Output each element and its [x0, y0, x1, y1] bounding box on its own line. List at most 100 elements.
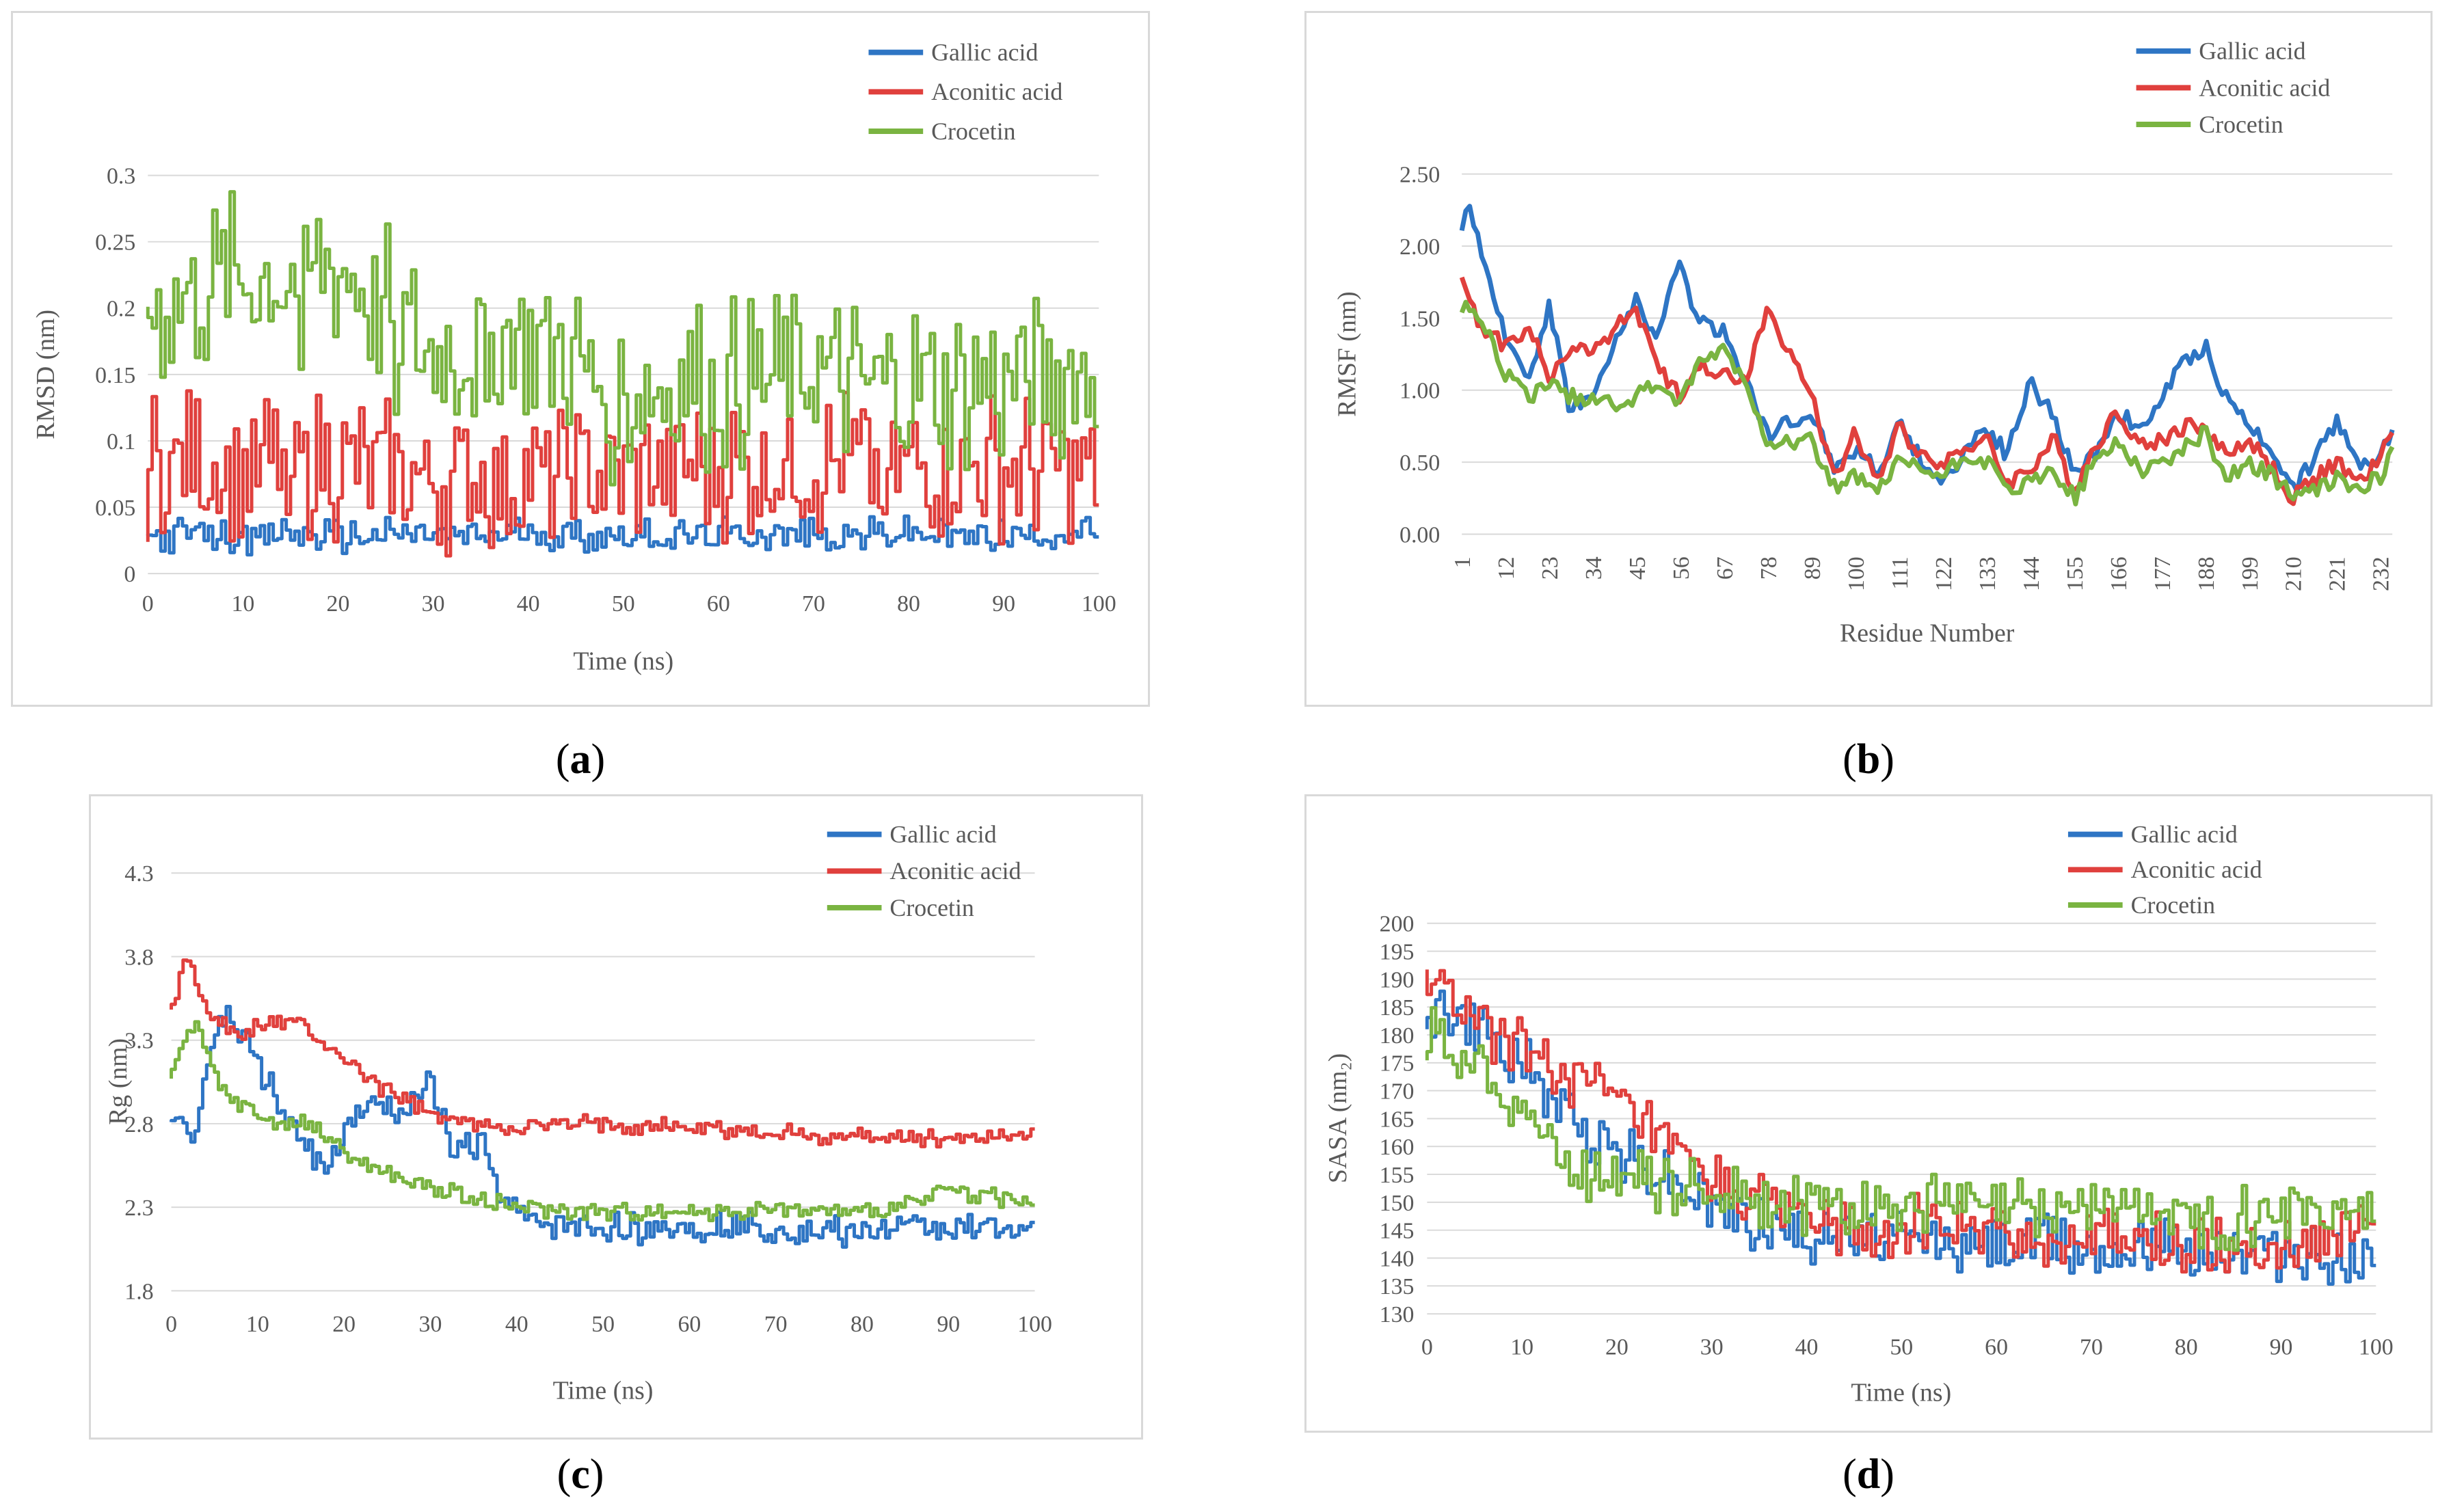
sasa-chart-panel: 130 135 140 145 150 155 160 165 170 175 180 185 190 1…	[1304, 794, 2433, 1433]
x-tick-label: 100	[1844, 556, 1869, 591]
y-tick-label: 140	[1380, 1246, 1415, 1271]
caption-letter: a	[570, 736, 591, 783]
x-tick-label: 177	[2150, 556, 2175, 591]
sasa-chart: 1301351401451501551601651701751801851901…	[1324, 821, 2394, 1407]
y-tick-label: 0.05	[95, 496, 135, 521]
legend-label: Gallic acid	[2199, 38, 2305, 65]
caption-letter: c	[571, 1451, 590, 1498]
y-tick-label: 2.00	[1399, 234, 1440, 260]
rmsd-chart: 0 0.05 0.1 0.15 0.2 0.25 0.3 0 10 20 30 40 50 60 70 80 9…	[31, 39, 1116, 676]
y-tick-label: 2.50	[1399, 163, 1440, 188]
x-tick-label: 78	[1756, 556, 1782, 580]
legend-label: Crocetin	[2131, 891, 2216, 919]
y-tick-label: 2.3	[124, 1196, 153, 1221]
y-tick-label: 150	[1380, 1191, 1415, 1216]
y-tick-label: 1.50	[1399, 306, 1440, 332]
x-tick-label: 0	[142, 591, 154, 617]
y-tick-label: 130	[1380, 1302, 1415, 1327]
y-tick-label: 170	[1380, 1079, 1415, 1105]
y-tick-label: 160	[1380, 1135, 1415, 1160]
x-tick-label: 70	[2080, 1335, 2103, 1360]
x-tick-label: 10	[246, 1312, 269, 1337]
x-tick-label: 23	[1538, 556, 1563, 580]
x-tick-label: 40	[517, 591, 540, 617]
rmsf-chart-panel: 0.00 0.50 1.00 1.50 2.00 2.50 1 12 23 34 45 56 67 78 8…	[1304, 11, 2433, 707]
series-line-aconitic-acid	[1459, 276, 2395, 507]
y-axis-label: SASA (nm₂)	[1324, 1053, 1352, 1183]
rg-chart-panel: 1.8 2.3 2.8 3.3 3.8 4.3 0 10 20 30 40 50 60 70 80 90 100…	[89, 794, 1143, 1440]
x-tick-label: 80	[850, 1312, 874, 1337]
x-tick-label: 133	[1975, 556, 2000, 591]
y-tick-label: 175	[1380, 1051, 1415, 1077]
x-tick-label: 10	[231, 591, 254, 617]
x-tick-label: 1	[1450, 556, 1475, 568]
y-tick-label: 135	[1380, 1274, 1415, 1299]
y-tick-label: 200	[1380, 912, 1415, 937]
y-tick-label: 1.8	[124, 1279, 153, 1304]
x-tick-label: 210	[2281, 556, 2307, 591]
y-tick-label: 165	[1380, 1107, 1415, 1132]
x-tick-label: 30	[419, 1312, 442, 1337]
series-line-gallic-acid	[1459, 204, 2395, 494]
x-tick-label: 90	[2270, 1335, 2293, 1360]
x-axis-label: Time (ns)	[553, 1376, 654, 1405]
x-tick-label: 221	[2325, 556, 2350, 591]
y-tick-label: 4.3	[124, 861, 153, 887]
x-tick-label: 100	[1017, 1312, 1052, 1337]
legend-label: Gallic acid	[889, 821, 996, 848]
x-tick-label: 10	[1510, 1335, 1533, 1360]
series-line-crocetin	[170, 1020, 1035, 1223]
y-tick-label: 3.3	[124, 1029, 153, 1054]
legend-label: Gallic acid	[931, 39, 1038, 66]
legend-label: Aconitic acid	[889, 857, 1021, 885]
y-tick-label: 195	[1380, 940, 1415, 965]
x-tick-label: 40	[1795, 1335, 1819, 1360]
x-tick-label: 166	[2106, 556, 2132, 591]
y-tick-label: 3.8	[124, 945, 153, 970]
y-tick-label: 180	[1380, 1023, 1415, 1049]
x-tick-label: 199	[2238, 556, 2263, 591]
x-tick-label: 111	[1888, 556, 1913, 589]
series-line-crocetin	[1459, 299, 2395, 507]
x-tick-label: 30	[1700, 1335, 1724, 1360]
y-tick-label: 0.50	[1399, 450, 1440, 476]
x-tick-label: 155	[2063, 556, 2088, 591]
legend-label: Crocetin	[931, 118, 1016, 145]
caption-c: (c)	[557, 1451, 604, 1498]
x-tick-label: 50	[612, 591, 635, 617]
x-tick-label: 60	[707, 591, 730, 617]
caption-a: (a)	[555, 736, 606, 783]
y-tick-label: 190	[1380, 967, 1415, 993]
series-line-aconitic-acid	[170, 958, 1035, 1149]
x-tick-label: 100	[1082, 591, 1116, 617]
series-line-crocetin	[1425, 1005, 2376, 1252]
legend-label: Crocetin	[2199, 111, 2283, 138]
x-tick-label: 60	[678, 1312, 701, 1337]
x-tick-label: 90	[992, 591, 1015, 617]
x-tick-label: 90	[937, 1312, 960, 1337]
x-tick-label: 30	[422, 591, 445, 617]
x-tick-label: 60	[1985, 1335, 2008, 1360]
x-tick-label: 0	[165, 1312, 177, 1337]
y-tick-label: 2.8	[124, 1112, 153, 1137]
x-tick-label: 232	[2369, 556, 2394, 591]
x-tick-label: 56	[1669, 556, 1694, 580]
legend-label: Aconitic acid	[2131, 856, 2262, 883]
y-tick-label: 155	[1380, 1163, 1415, 1188]
rmsf-chart: 0.00 0.50 1.00 1.50 2.00 2.50 1 12 23 34 45 56 67 78 8…	[1333, 38, 2395, 648]
x-axis-label: Time (ns)	[573, 647, 673, 675]
x-tick-label: 70	[764, 1312, 788, 1337]
legend-label: Aconitic acid	[931, 78, 1062, 105]
x-tick-label: 89	[1800, 556, 1825, 580]
x-tick-label: 50	[1890, 1335, 1913, 1360]
legend-label: Crocetin	[889, 894, 974, 921]
caption-letter: b	[1856, 736, 1881, 783]
rmsd-chart-panel: 0 0.05 0.1 0.15 0.2 0.25 0.3 0 10 20 30 40 50 60 70 80 9…	[11, 11, 1150, 707]
y-tick-label: 1.00	[1399, 379, 1440, 404]
x-tick-label: 70	[802, 591, 825, 617]
x-tick-label: 50	[591, 1312, 615, 1337]
y-axis-label: RMSF (nm)	[1333, 291, 1362, 417]
x-tick-label: 80	[2175, 1335, 2198, 1360]
x-tick-label: 144	[2019, 556, 2044, 591]
x-axis-label: Residue Number	[1840, 619, 2015, 648]
